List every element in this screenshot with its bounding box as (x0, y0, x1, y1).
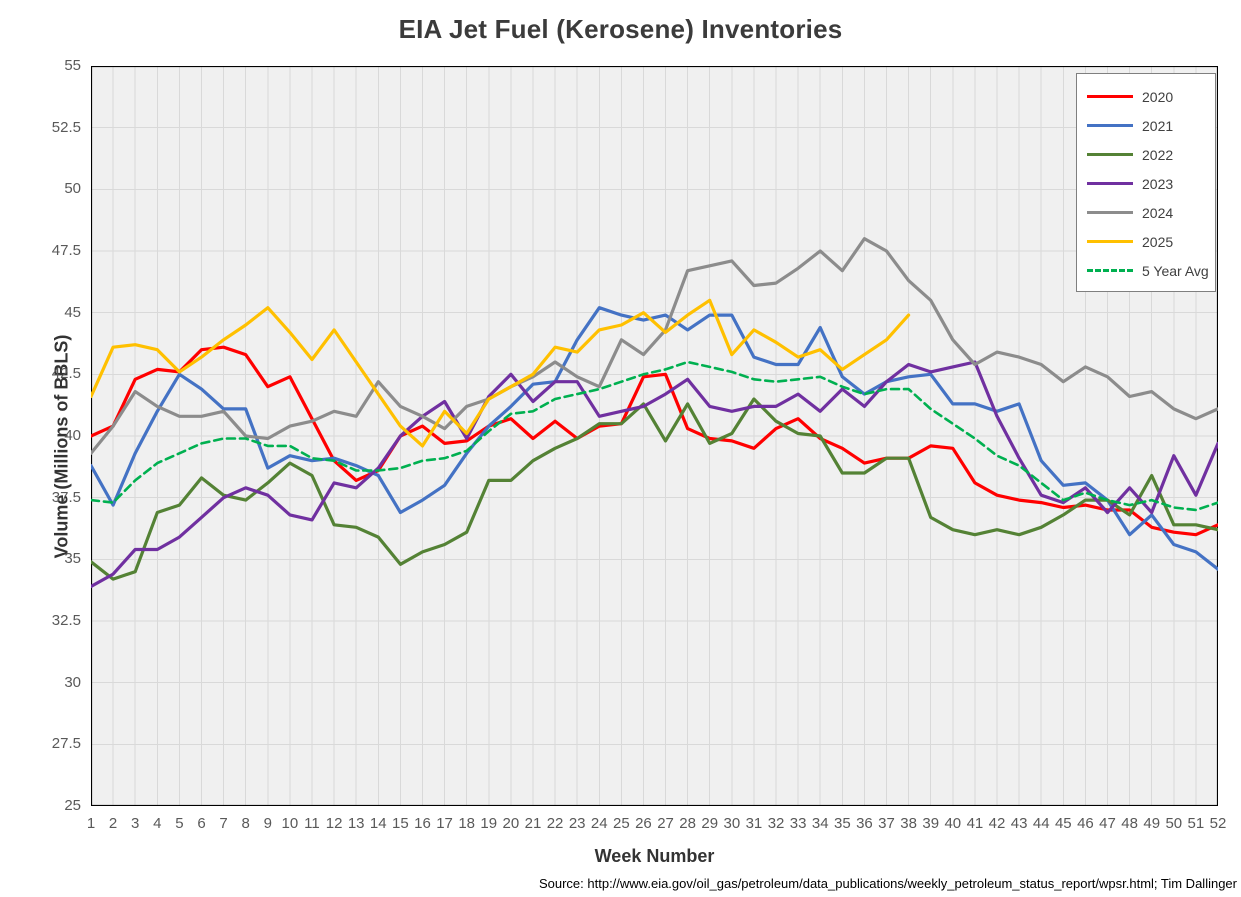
x-axis-tick-label: 37 (878, 815, 895, 832)
x-axis-tick-label: 14 (369, 815, 387, 832)
series-line-2025 (91, 298, 911, 448)
legend-line-swatch (1087, 240, 1133, 243)
legend-label: 5 Year Avg (1142, 262, 1209, 279)
x-axis-tick-label: 19 (480, 815, 498, 832)
x-axis-tick-label: 40 (944, 815, 962, 832)
legend-item-2024: 2024 (1087, 198, 1215, 227)
x-axis-tick-label: 33 (789, 815, 807, 832)
x-axis-tick-label: 13 (347, 815, 365, 832)
series-line-2020 (91, 345, 1218, 537)
x-axis-tick-label: 41 (966, 815, 984, 832)
x-axis-tick-label: 23 (568, 815, 586, 832)
x-axis-tick-label: 5 (175, 815, 184, 832)
legend-label: 2020 (1142, 88, 1174, 105)
x-axis-tick-label: 12 (325, 815, 343, 832)
legend-line-swatch (1087, 182, 1133, 185)
x-axis-title: Week Number (594, 846, 715, 866)
plot-area (91, 66, 1218, 806)
series-line-2024 (91, 237, 1218, 455)
legend-label: 2021 (1142, 117, 1174, 134)
x-axis-tick-label: 51 (1187, 815, 1205, 832)
x-axis-tick-label: 31 (745, 815, 763, 832)
x-axis-tick-label: 32 (767, 815, 785, 832)
legend-label: 2025 (1142, 233, 1174, 250)
x-axis-tick-label: 38 (900, 815, 917, 832)
x-axis-tick-label: 15 (392, 815, 409, 832)
x-axis-tick-label: 26 (635, 815, 652, 832)
x-axis-tick-label: 50 (1165, 815, 1183, 832)
y-axis-tick-label: 52.5 (51, 118, 81, 136)
x-axis-tick-label: 21 (524, 815, 542, 832)
x-axis-tick-label: 48 (1121, 815, 1138, 832)
x-axis-tick-label: 27 (657, 815, 674, 832)
legend-label: 2024 (1142, 204, 1174, 221)
legend-item-2021: 2021 (1087, 111, 1215, 140)
y-axis-tick-label: 32.5 (51, 612, 81, 629)
x-axis-tick-label: 44 (1032, 815, 1050, 832)
y-axis-tick-label: 47.5 (51, 242, 81, 259)
series-line-2023 (91, 360, 1218, 589)
source-note: Source: http://www.eia.gov/oil_gas/petro… (538, 876, 1237, 891)
x-axis-tick-label: 45 (1054, 815, 1072, 832)
x-axis-tick-label: 42 (988, 815, 1006, 832)
legend-line-swatch (1087, 269, 1133, 272)
x-axis-tick-label: 2 (108, 815, 118, 832)
x-axis-tick-label: 36 (856, 815, 873, 832)
legend-line-swatch (1087, 153, 1133, 156)
x-axis-tick-label: 22 (546, 815, 564, 832)
y-axis-tick-label: 25 (64, 797, 81, 814)
x-axis-tick-label: 3 (131, 815, 140, 832)
x-axis-tick-label: 28 (679, 815, 696, 832)
x-axis-tick-label: 29 (701, 815, 719, 832)
series-line-5-year-avg (91, 360, 1218, 512)
x-axis-tick-label: 17 (436, 815, 453, 832)
x-axis-tick-label: 39 (922, 815, 940, 832)
x-axis-tick-label: 24 (590, 815, 608, 832)
x-axis-tick-label: 10 (281, 815, 299, 832)
x-axis-tick-label: 8 (241, 815, 250, 832)
legend-line-swatch (1087, 124, 1133, 127)
x-axis-tick-label: 11 (304, 815, 320, 832)
legend-item-5-year-avg: 5 Year Avg (1087, 256, 1215, 285)
y-axis-tick-label: 30 (64, 673, 81, 691)
legend-label: 2023 (1142, 175, 1174, 192)
x-axis-tick-label: 1 (86, 815, 96, 832)
series-line-2022 (91, 397, 1218, 581)
x-axis-tick-label: 25 (613, 815, 630, 832)
x-axis-tick-label: 35 (833, 815, 851, 832)
x-axis-tick-label: 30 (723, 815, 741, 832)
x-axis-tick-label: 47 (1099, 815, 1116, 832)
series-line-2021 (91, 306, 1218, 571)
x-axis-tick-label: 46 (1077, 815, 1094, 832)
x-axis-tick-label: 43 (1010, 815, 1028, 832)
chart-title: EIA Jet Fuel (Kerosene) Inventories (398, 14, 843, 44)
y-axis-tick-label: 45 (64, 303, 81, 321)
x-axis-tick-label: 7 (219, 815, 228, 832)
y-axis-tick-label: 55 (64, 57, 81, 74)
y-axis-tick-label: 50 (64, 180, 81, 198)
y-axis-tick-label: 35 (64, 550, 81, 568)
x-axis-tick-label: 18 (458, 815, 475, 832)
legend-item-2022: 2022 (1087, 140, 1215, 169)
legend-item-2023: 2023 (1087, 169, 1215, 198)
legend-item-2020: 2020 (1087, 82, 1215, 111)
legend-line-swatch (1087, 211, 1133, 214)
x-axis-tick-label: 16 (414, 815, 431, 832)
x-axis-tick-label: 49 (1143, 815, 1161, 832)
y-axis-tick-label: 42.5 (51, 365, 81, 383)
y-axis-tick-label: 27.5 (51, 735, 81, 753)
y-axis-tick-label: 40 (64, 427, 81, 444)
x-axis-tick-label: 6 (197, 815, 206, 832)
x-axis-tick-label: 4 (153, 815, 162, 832)
x-axis-tick-label: 52 (1209, 815, 1227, 832)
x-axis-tick-label: 20 (502, 815, 520, 832)
x-axis-tick-label: 9 (263, 815, 272, 832)
y-axis-tick-label: 37.5 (51, 488, 81, 506)
x-axis-tick-label: 34 (811, 815, 829, 832)
legend-item-2025: 2025 (1087, 227, 1215, 256)
legend: 2020 2021 2022 2023 2024 2025 5 Year Avg (1076, 73, 1216, 292)
legend-line-swatch (1087, 95, 1133, 98)
legend-label: 2022 (1142, 146, 1174, 163)
